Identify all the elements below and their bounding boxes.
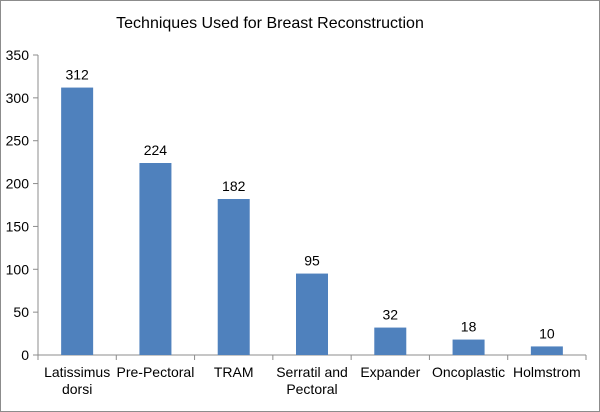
- bar: [217, 199, 250, 355]
- category-label: Oncoplastic: [432, 364, 505, 380]
- data-label: 95: [304, 253, 320, 269]
- category-label: dorsi: [62, 381, 92, 397]
- bar: [296, 273, 328, 355]
- bar: [374, 327, 407, 355]
- data-label: 10: [539, 325, 555, 341]
- y-tick-label: 350: [6, 47, 30, 63]
- chart-axes: 0 50 100 150 200 250 300 350: [6, 47, 587, 363]
- chart-bars: [61, 87, 563, 356]
- y-tick-label: 50: [13, 304, 29, 320]
- data-label: 224: [144, 142, 168, 158]
- category-label: Serratil and: [276, 364, 348, 380]
- category-label: Pre-Pectoral: [117, 364, 195, 380]
- bar: [530, 346, 563, 355]
- data-label: 32: [382, 307, 398, 323]
- bar: [139, 163, 172, 355]
- y-tick-label: 0: [21, 347, 29, 363]
- category-label: Latissimus: [44, 364, 110, 380]
- y-tick-label: 200: [6, 176, 30, 192]
- data-label: 18: [461, 319, 477, 335]
- y-tick-label: 100: [6, 261, 30, 277]
- y-tick-label: 300: [6, 90, 30, 106]
- category-label: Holmstrom: [513, 364, 581, 380]
- data-label: 182: [222, 178, 246, 194]
- bar: [452, 339, 485, 355]
- y-tick-label: 250: [6, 133, 30, 149]
- y-tick-label: 150: [6, 218, 30, 234]
- category-label: TRAM: [214, 364, 254, 380]
- chart-title: Techniques Used for Breast Reconstructio…: [116, 15, 424, 32]
- category-label: Expander: [360, 364, 420, 380]
- category-label: Pectoral: [286, 381, 337, 397]
- data-label: 312: [65, 67, 89, 83]
- bar: [61, 87, 94, 356]
